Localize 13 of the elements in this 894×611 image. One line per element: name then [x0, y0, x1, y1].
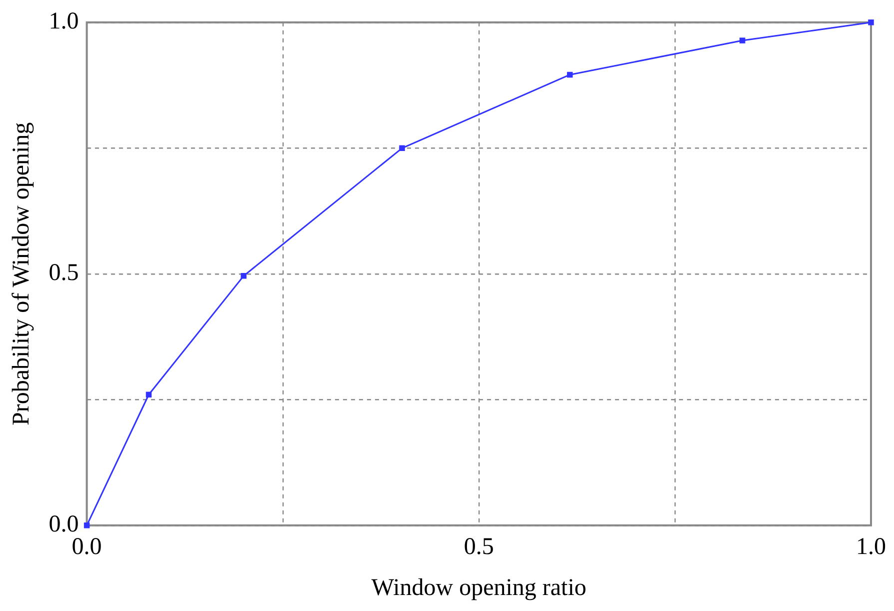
y-tick-label: 0.5: [48, 260, 79, 286]
y-axis-title: Probability of Window opening: [8, 122, 35, 426]
x-tick-label: 0.5: [464, 534, 494, 560]
point: [740, 38, 746, 44]
point: [399, 145, 405, 152]
x-axis-title: Window opening ratio: [371, 574, 586, 601]
x-tick-label: 1.0: [856, 534, 886, 560]
point: [84, 522, 90, 528]
point: [868, 20, 874, 26]
y-tick-label: 1.0: [48, 8, 79, 35]
point: [566, 72, 573, 78]
point: [240, 273, 247, 279]
point: [146, 392, 152, 398]
